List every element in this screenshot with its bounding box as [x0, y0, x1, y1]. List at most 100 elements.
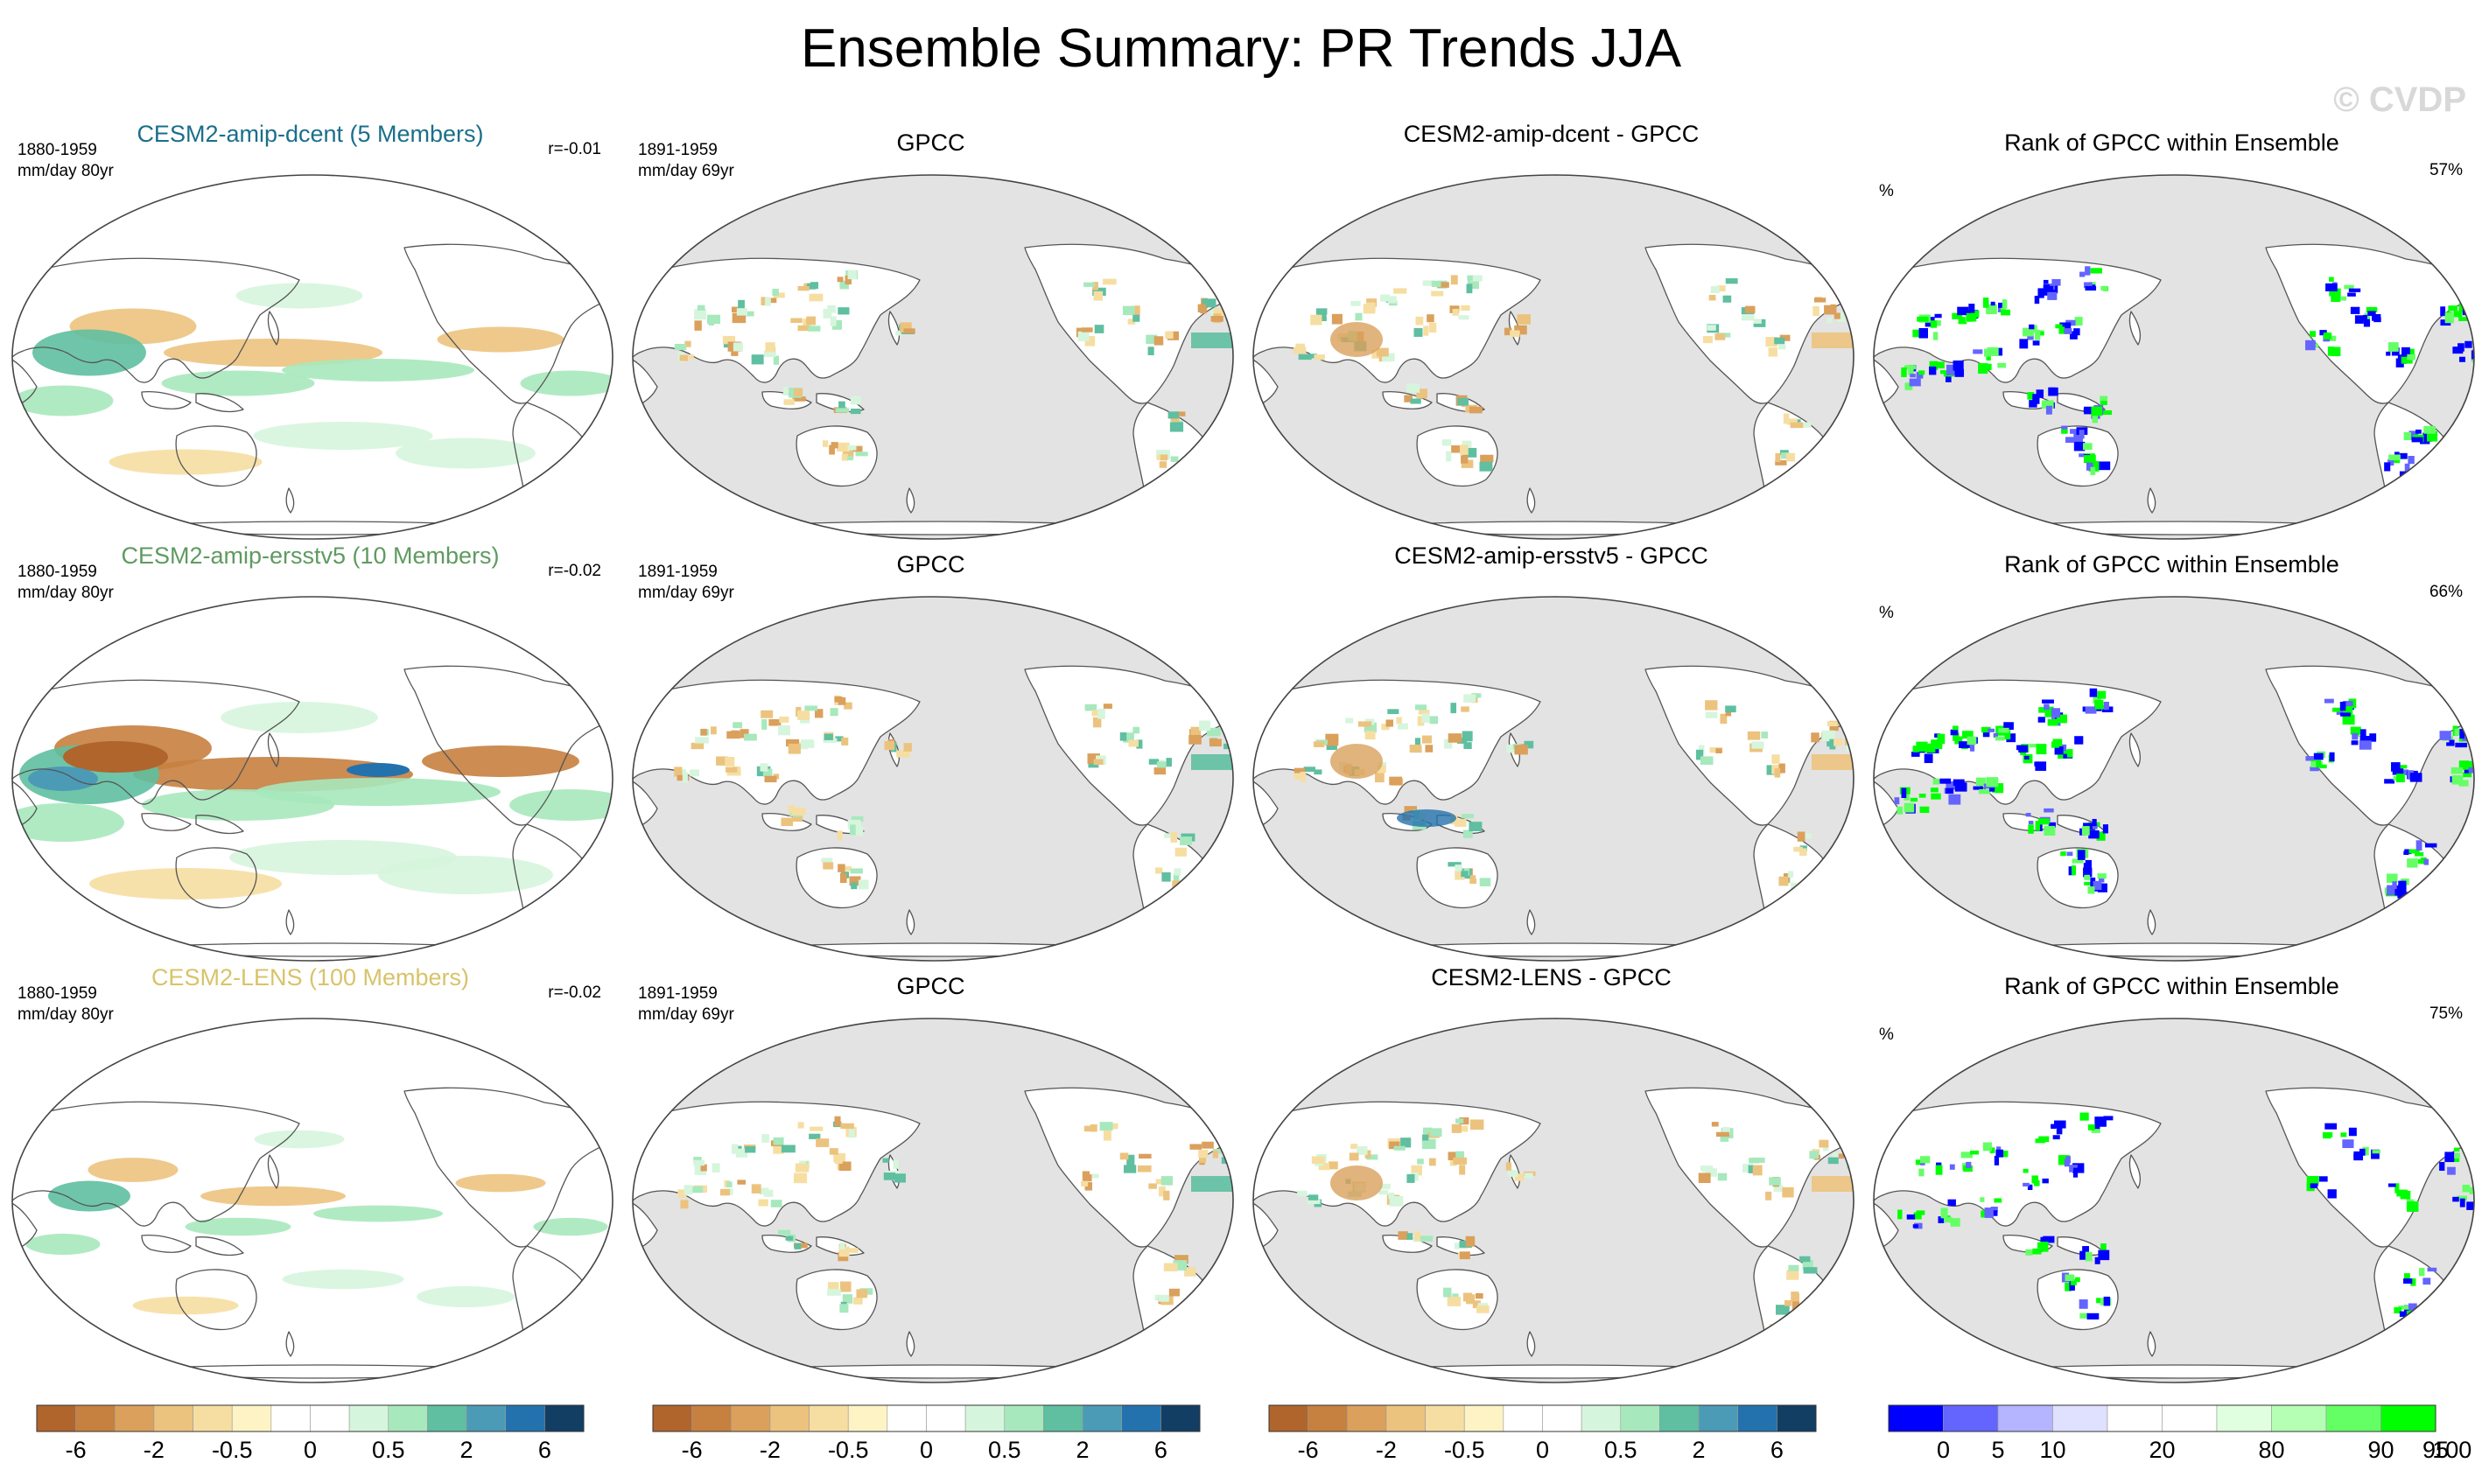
robinson-map: [1872, 1017, 2476, 1384]
map-panel-diff: CESM2-LENS - GPCC: [1241, 964, 1862, 1393]
robinson-map: [11, 595, 614, 962]
robinson-map: [1252, 173, 1855, 541]
colorbar-swatch: [36, 1404, 76, 1432]
map-panel-obs: GPCC 1891-1959 mm/day 69yr: [620, 121, 1241, 550]
panel-title: GPCC: [896, 551, 965, 578]
map-diff-0: [1252, 174, 1854, 540]
colorbar-swatch: [1082, 1404, 1123, 1432]
units-label: mm/day 80yr: [18, 162, 114, 180]
robinson-map: [631, 173, 1235, 541]
colorbar-swatch: [1308, 1404, 1348, 1432]
panel-title: CESM2-LENS (100 Members): [151, 964, 470, 990]
panel-title: Rank of GPCC within Ensemble: [2004, 973, 2339, 999]
colorbar-swatch: [847, 1404, 888, 1432]
colorbar-swatch: [1385, 1404, 1426, 1432]
colorbar-tick-label: 0: [1937, 1437, 1950, 1463]
rank-units: %: [1879, 182, 1894, 200]
robinson-map: [11, 1017, 614, 1384]
units-label: mm/day 80yr: [18, 584, 114, 602]
map-panel-obs: GPCC 1891-1959 mm/day 69yr: [620, 542, 1241, 971]
map-rank-0: [1873, 174, 2475, 540]
rank-units: %: [1879, 1026, 1894, 1044]
colorbar-swatch: [1121, 1404, 1161, 1432]
period-units-label: 1891-1959 mm/day 69yr: [638, 140, 734, 182]
colorbar-swatch: [2052, 1404, 2108, 1432]
colorbar-tick-label: -0.5: [212, 1437, 253, 1463]
colorbar-swatch: [809, 1404, 849, 1432]
period-units-label: 1891-1959 mm/day 69yr: [638, 562, 734, 604]
colorbar-swatch: [1160, 1404, 1201, 1432]
colorbar-swatch: [231, 1404, 272, 1432]
pattern-correlation: r=-0.02: [548, 562, 601, 580]
colorbar-tick-label: -6: [1298, 1437, 1319, 1463]
colorbar-tick-label: 90: [2367, 1437, 2394, 1463]
colorbar-tick-label: -2: [760, 1437, 781, 1463]
panel-title: GPCC: [896, 130, 965, 156]
panel-title: CESM2-LENS - GPCC: [1431, 964, 1672, 990]
colorbar-tick-label: -6: [682, 1437, 703, 1463]
robinson-map: [1872, 173, 2476, 541]
colorbar-swatch: [926, 1404, 966, 1432]
page-title: Ensemble Summary: PR Trends JJA: [800, 18, 1682, 79]
colorbar-swatch: [388, 1404, 428, 1432]
colorbar-swatch: [1620, 1404, 1660, 1432]
period-label: 1891-1959: [638, 984, 718, 1003]
colorbar-swatch: [1737, 1404, 1777, 1432]
robinson-map: [631, 595, 1235, 962]
period-label: 1880-1959: [18, 141, 97, 159]
map-panel-model: CESM2-LENS (100 Members) 1880-1959 mm/day …: [0, 964, 620, 1393]
colorbar-swatch: [769, 1404, 810, 1432]
map-panel-rank: Rank of GPCC within Ensemble 66%%: [1862, 542, 2482, 971]
colorbar-swatch: [1425, 1404, 1465, 1432]
colorbar-tick-label: 0.5: [1604, 1437, 1637, 1463]
colorbar-swatch: [1581, 1404, 1622, 1432]
colorbar-tick-label: 2: [460, 1437, 473, 1463]
colorbar-tick-label: 80: [2258, 1437, 2284, 1463]
panel-title: CESM2-amip-dcent (5 Members): [137, 121, 484, 147]
rank-percentage: 57%: [2429, 161, 2463, 179]
colorbar-swatch: [114, 1404, 155, 1432]
map-obs-0: [632, 174, 1234, 540]
colorbar-tick-label: -6: [66, 1437, 87, 1463]
period-label: 1880-1959: [18, 563, 97, 581]
map-panel-model: CESM2-amip-dcent (5 Members) 1880-1959 mm/…: [0, 121, 620, 550]
colorbar-tick-label: 100: [2432, 1437, 2471, 1463]
map-model-0: [11, 174, 613, 540]
pattern-correlation: r=-0.01: [548, 140, 601, 158]
colorbar-swatch: [1463, 1404, 1504, 1432]
panel-title: CESM2-amip-ersstv5 - GPCC: [1394, 542, 1708, 569]
period-units-label: 1880-1959 mm/day 80yr: [18, 562, 114, 604]
colorbar-tick-label: 20: [2149, 1437, 2175, 1463]
colorbar-rank: 0 5 10 20 80 90 95 100: [1888, 1404, 2471, 1466]
colorbar-swatch: [887, 1404, 927, 1432]
map-panel-rank: Rank of GPCC within Ensemble 75%%: [1862, 964, 2482, 1393]
units-label: mm/day 69yr: [638, 162, 734, 180]
colorbar-tick-label: 6: [1770, 1437, 1784, 1463]
robinson-map: [11, 173, 614, 541]
colorbar-swatch: [153, 1404, 193, 1432]
period-label: 1891-1959: [638, 563, 718, 581]
colorbar-swatch: [691, 1404, 732, 1432]
colorbar-tick-label: -0.5: [828, 1437, 869, 1463]
map-rank-2: [1873, 1018, 2475, 1383]
colorbar-swatch: [270, 1404, 311, 1432]
units-label: mm/day 69yr: [638, 584, 734, 602]
map-obs-1: [632, 596, 1234, 962]
colorbar-tick-label: -2: [144, 1437, 165, 1463]
colorbar-swatch: [348, 1404, 389, 1432]
panel-title: CESM2-amip-ersstv5 (10 Members): [121, 542, 500, 569]
period-units-label: 1880-1959 mm/day 80yr: [18, 984, 114, 1026]
robinson-map: [1252, 595, 1855, 962]
colorbar-swatch: [1777, 1404, 1817, 1432]
colorbar-tick-label: 0: [304, 1437, 317, 1463]
map-panel-diff: CESM2-amip-dcent - GPCC: [1241, 121, 1862, 550]
colorbar-swatch: [1004, 1404, 1044, 1432]
robinson-map: [631, 1017, 1235, 1384]
period-label: 1880-1959: [18, 984, 97, 1003]
pattern-correlation: r=-0.02: [548, 984, 601, 1002]
colorbar-model-trends: -6 -2 -0.5 0 0.5 2 6: [36, 1404, 585, 1466]
rank-units: %: [1879, 604, 1894, 622]
panel-title: GPCC: [896, 973, 965, 999]
colorbar-swatch: [75, 1404, 116, 1432]
colorbar-swatch: [2107, 1404, 2163, 1432]
